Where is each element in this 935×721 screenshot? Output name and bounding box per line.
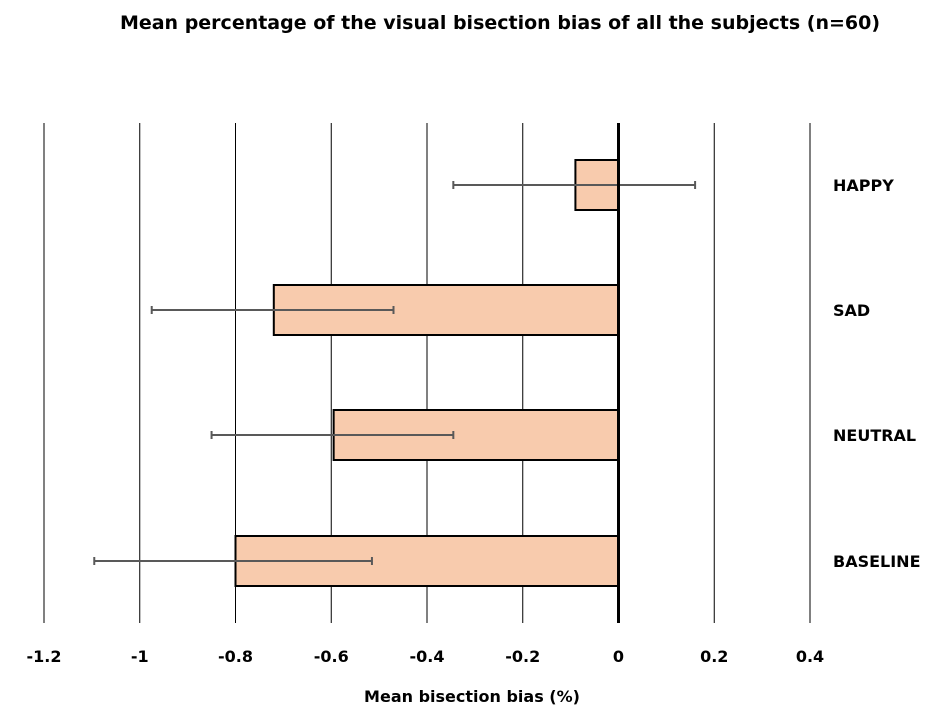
x-tick-label: 0.2 [700,647,728,666]
category-label-neutral: NEUTRAL [833,426,916,445]
x-tick-label: -0.2 [505,647,540,666]
category-label-happy: HAPPY [833,176,894,195]
x-tick-label: 0 [613,647,624,666]
x-tick-label: -1 [131,647,149,666]
error-bar-happy [452,181,697,189]
grid-lines [43,123,811,623]
error-bars [93,181,697,565]
x-tick-label: -1.2 [27,647,62,666]
x-tick-labels: -1.2 -1 -0.8 -0.6 -0.4 -0.2 0 0.2 0.4 [27,647,825,666]
x-tick-label: 0.4 [796,647,824,666]
chart-title: Mean percentage of the visual bisection … [120,12,880,34]
error-bar-neutral [210,431,455,439]
category-label-baseline: BASELINE [833,552,921,571]
x-tick-label: -0.6 [314,647,349,666]
category-labels: HAPPY SAD NEUTRAL BASELINE [833,176,921,571]
x-axis-label: Mean bisection bias (%) [364,687,580,706]
x-tick-label: -0.4 [410,647,445,666]
category-label-sad: SAD [833,301,870,320]
error-bar-baseline [93,557,373,565]
error-bar-sad [150,306,395,314]
x-tick-label: -0.8 [218,647,253,666]
